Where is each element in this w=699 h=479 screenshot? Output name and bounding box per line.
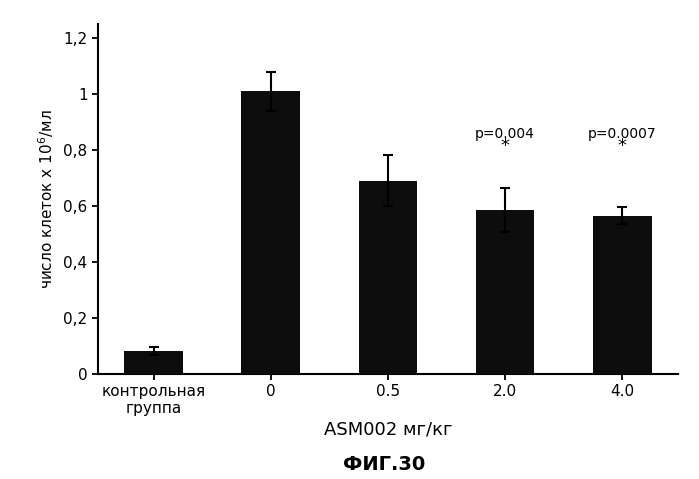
Bar <box>241 91 300 374</box>
Text: *: * <box>500 137 510 155</box>
Text: p=0.004: p=0.004 <box>475 127 535 141</box>
Text: ФИГ.30: ФИГ.30 <box>343 455 426 474</box>
Text: *: * <box>618 137 627 155</box>
Bar <box>124 351 183 374</box>
Bar <box>359 181 417 374</box>
Bar <box>476 210 535 374</box>
X-axis label: ASM002 мг/кг: ASM002 мг/кг <box>324 421 452 439</box>
Y-axis label: число клеток х 10$^6$/мл: число клеток х 10$^6$/мл <box>36 109 56 289</box>
Bar <box>593 216 651 374</box>
Text: p=0.0007: p=0.0007 <box>588 127 656 141</box>
